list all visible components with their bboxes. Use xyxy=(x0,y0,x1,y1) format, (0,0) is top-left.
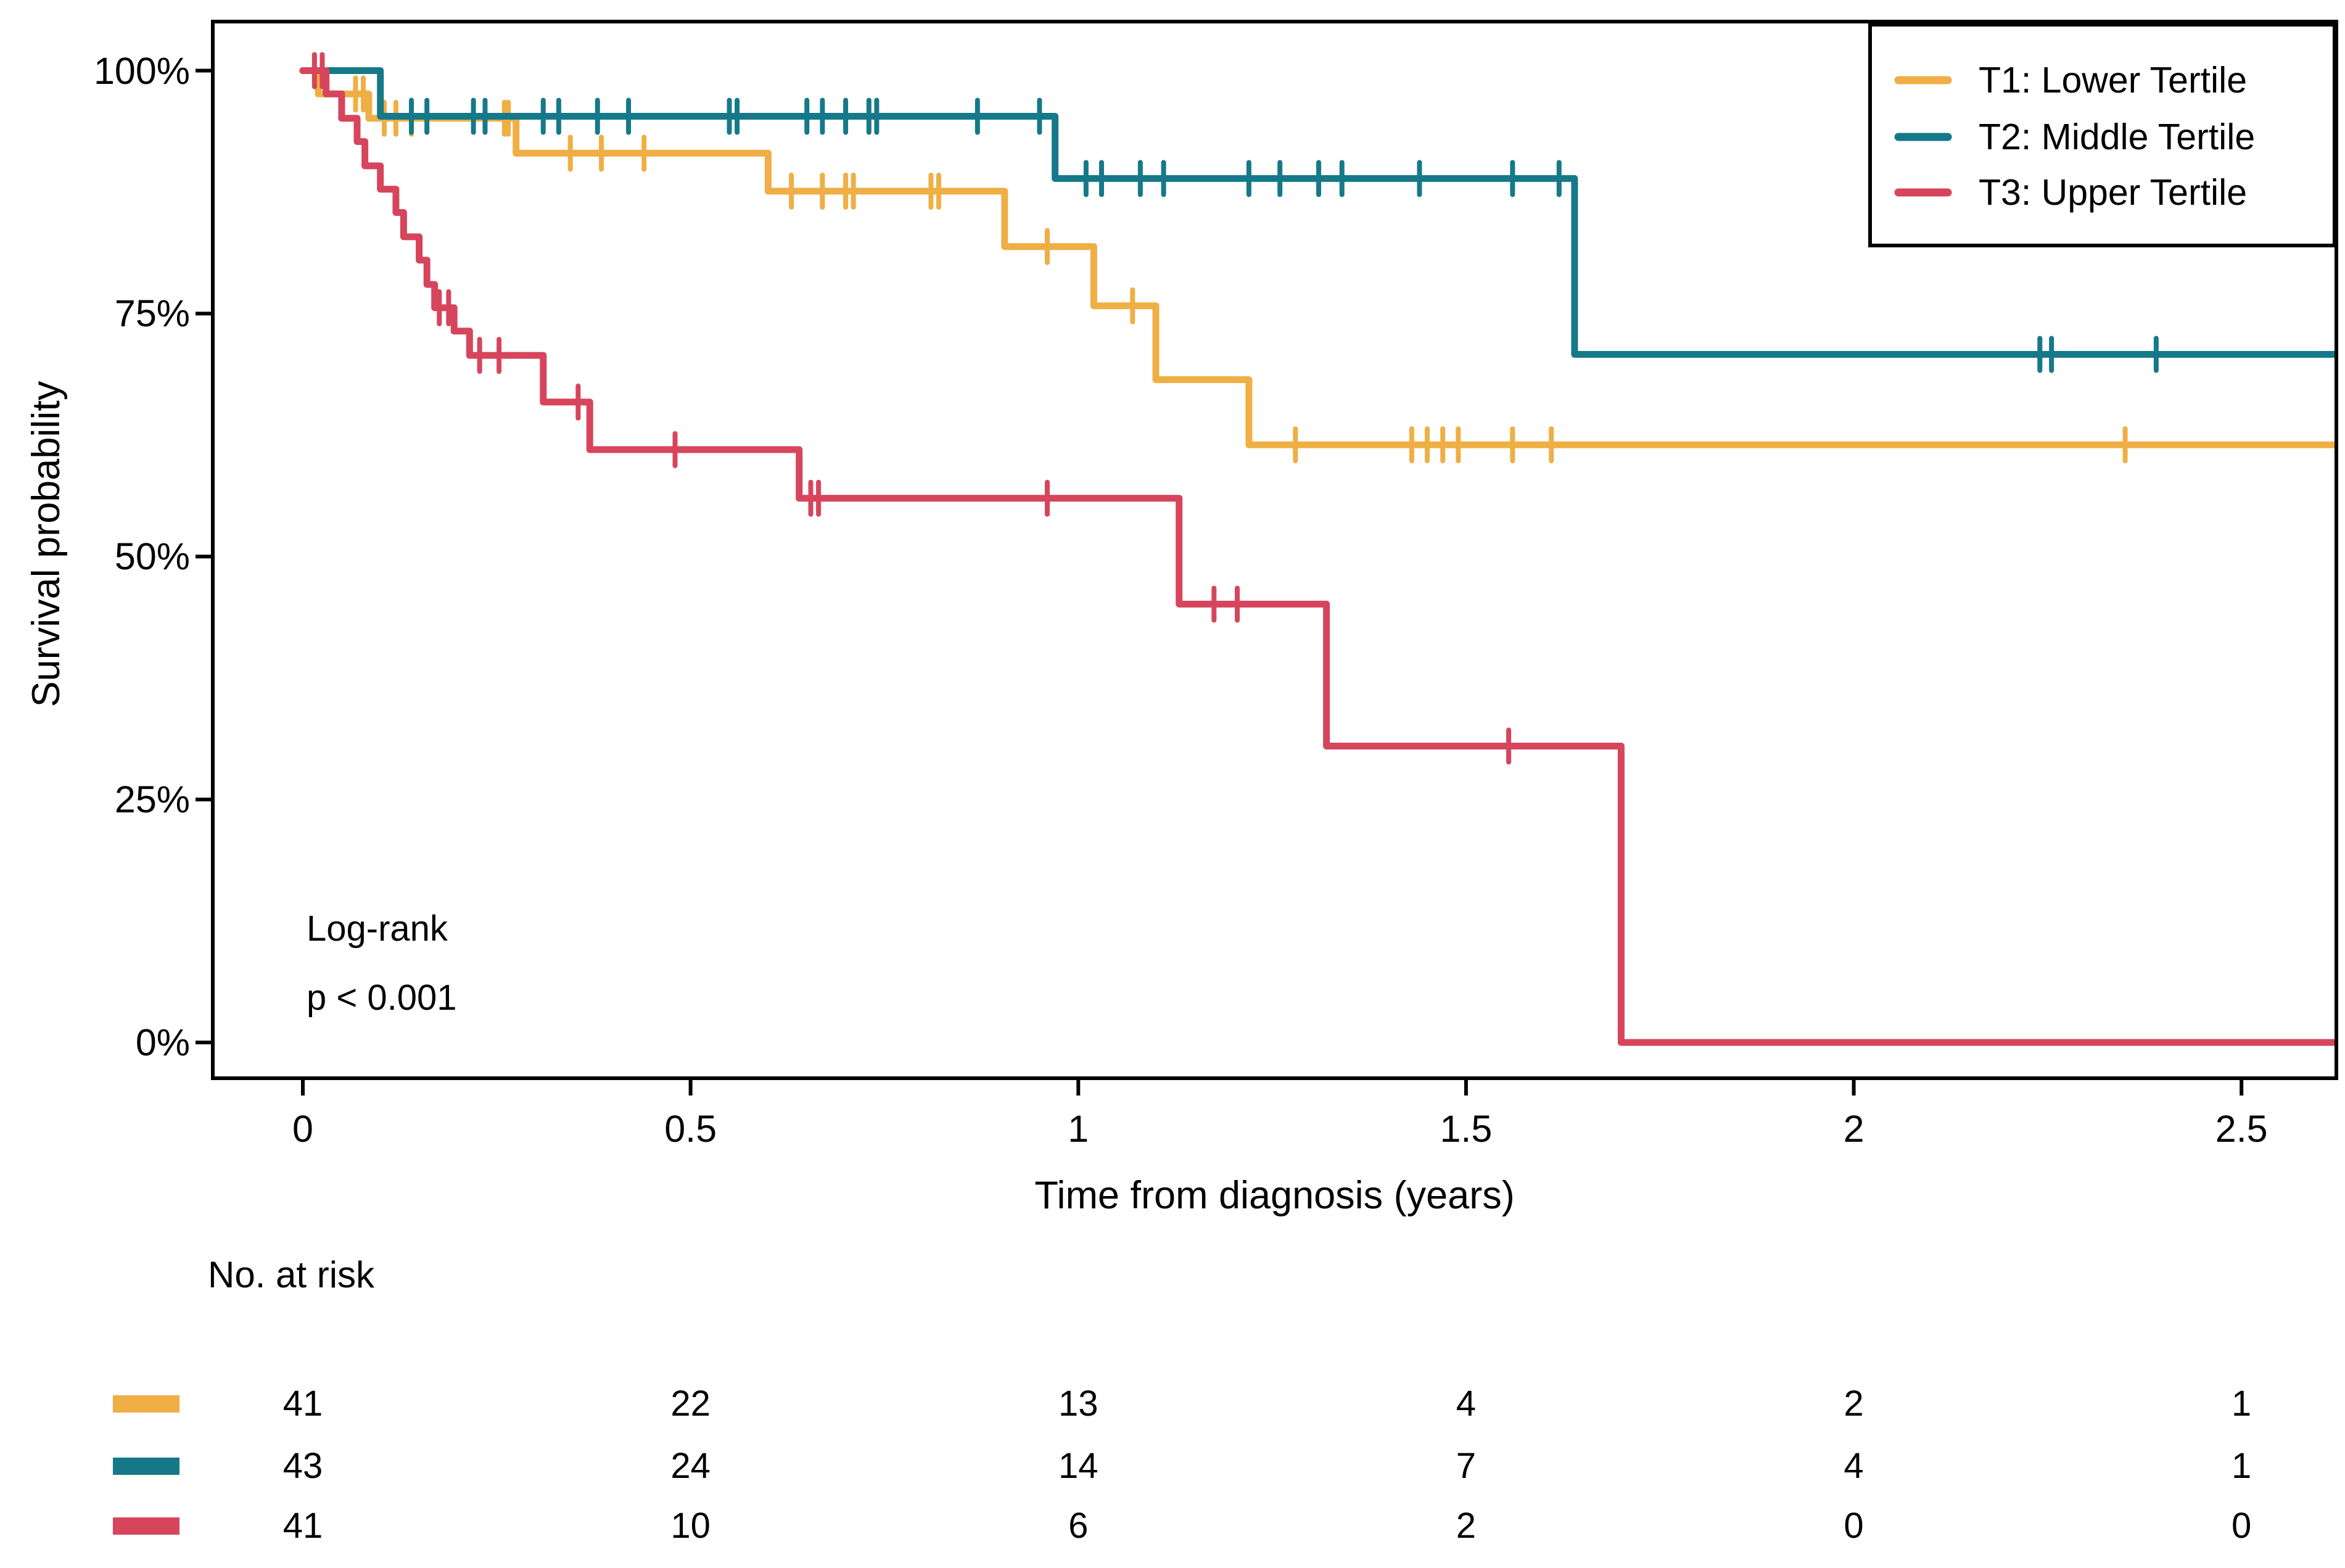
legend-label-T2: T2: Middle Tertile xyxy=(1979,117,2256,157)
x-tick-label: 1.5 xyxy=(1440,1108,1493,1150)
legend-label-T1: T1: Lower Tertile xyxy=(1979,60,2248,101)
risk-count-T3-t4: 0 xyxy=(1844,1506,1864,1546)
risk-table-title: No. at risk xyxy=(208,1254,375,1295)
plot-panel-border xyxy=(211,20,2338,1080)
risk-count-T1-t3: 4 xyxy=(1456,1384,1477,1424)
risk-row-key-T3 xyxy=(113,1517,179,1535)
risk-count-T2-t2: 14 xyxy=(1058,1446,1098,1486)
survival-curve-T2 xyxy=(299,67,2338,358)
logrank-pvalue: p < 0.001 xyxy=(307,978,457,1018)
risk-count-T3-t0: 41 xyxy=(282,1506,323,1546)
risk-count-T3-t1: 10 xyxy=(670,1506,711,1546)
risk-count-T1-t0: 41 xyxy=(282,1384,323,1424)
y-tick-label: 75% xyxy=(114,292,190,335)
x-axis-title: Time from diagnosis (years) xyxy=(1034,1174,1515,1217)
risk-count-T3-t3: 2 xyxy=(1456,1506,1477,1546)
x-tick-label: 0 xyxy=(292,1108,313,1150)
risk-count-T1-t5: 1 xyxy=(2232,1384,2252,1424)
risk-count-T3-t5: 0 xyxy=(2232,1506,2252,1546)
x-tick-label: 2.5 xyxy=(2215,1108,2268,1150)
x-tick-label: 1 xyxy=(1068,1108,1089,1150)
risk-count-T2-t3: 7 xyxy=(1456,1446,1477,1486)
risk-count-T2-t5: 1 xyxy=(2232,1446,2252,1486)
y-tick-label: 0% xyxy=(135,1021,190,1063)
y-tick-label: 50% xyxy=(114,535,190,578)
x-tick-label: 0.5 xyxy=(664,1108,717,1150)
survival-curve-T3 xyxy=(299,67,2338,1046)
risk-count-T2-t1: 24 xyxy=(670,1446,711,1486)
risk-count-T1-t4: 2 xyxy=(1844,1384,1864,1424)
survival-curve-T1 xyxy=(299,67,2338,448)
logrank-label: Log-rank xyxy=(307,909,448,949)
y-tick-label: 100% xyxy=(93,49,190,92)
x-tick-label: 2 xyxy=(1843,1108,1865,1150)
risk-row-key-T1 xyxy=(113,1395,179,1413)
risk-count-T1-t1: 22 xyxy=(670,1384,711,1424)
risk-count-T1-t2: 13 xyxy=(1058,1384,1098,1424)
legend-label-T3: T3: Upper Tertile xyxy=(1979,172,2248,213)
risk-row-key-T2 xyxy=(113,1458,179,1475)
risk-count-T2-t0: 43 xyxy=(282,1446,323,1486)
risk-count-T2-t4: 4 xyxy=(1844,1446,1864,1486)
risk-count-T3-t2: 6 xyxy=(1068,1506,1089,1546)
y-tick-label: 25% xyxy=(114,778,190,821)
